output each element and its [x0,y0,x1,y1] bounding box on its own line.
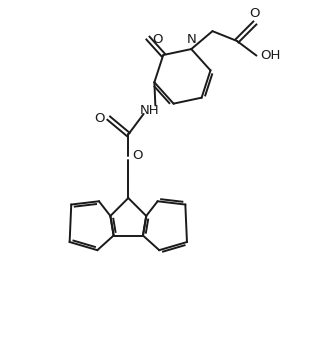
Text: OH: OH [260,49,281,62]
Text: O: O [250,7,260,20]
Text: O: O [132,149,143,162]
Text: NH: NH [140,104,159,117]
Text: O: O [94,112,105,125]
Text: N: N [187,33,196,46]
Text: O: O [152,33,163,46]
